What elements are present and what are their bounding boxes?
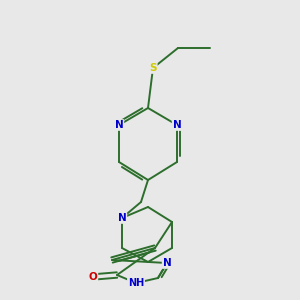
Text: N: N — [172, 120, 182, 130]
Text: N: N — [115, 120, 123, 130]
Text: S: S — [149, 63, 157, 73]
Text: O: O — [88, 272, 98, 282]
Text: NH: NH — [128, 278, 144, 288]
Text: N: N — [118, 213, 126, 223]
Text: N: N — [163, 258, 171, 268]
